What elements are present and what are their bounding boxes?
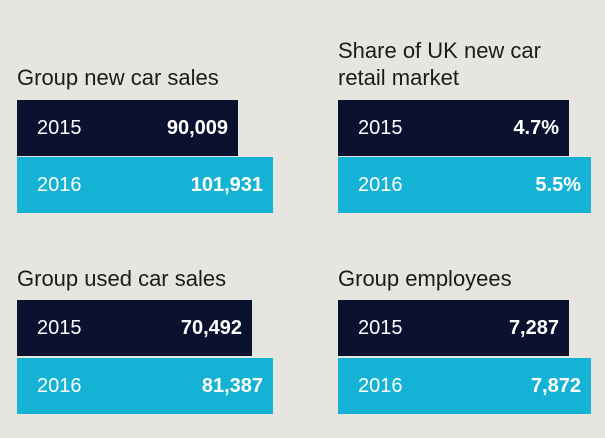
bar-value-label: 4.7% xyxy=(513,117,559,139)
bar-2016: 2016 101,931 xyxy=(17,157,273,213)
bar-value-label: 101,931 xyxy=(190,174,263,196)
panel-used-car-sales: Group used car sales 2015 70,492 2016 81… xyxy=(17,0,273,438)
bar-value-label: 81,387 xyxy=(201,375,263,397)
panel-title-line-1: Share of UK new car xyxy=(338,38,541,63)
panel-title: Group employees xyxy=(338,266,512,291)
bar-2015: 2015 7,287 xyxy=(338,300,569,356)
panel-market-share: Share of UK new car retail market 2015 4… xyxy=(338,0,591,215)
bar-year-label: 2015 xyxy=(358,317,403,339)
bar-value-label: 70,492 xyxy=(180,317,242,339)
panel-title: Group used car sales xyxy=(17,266,227,291)
bar-2015: 2015 90,009 xyxy=(17,100,238,156)
bar-year-label: 2015 xyxy=(358,117,403,139)
bar-2016: 2016 5.5% xyxy=(338,157,591,213)
bar-year-label: 2016 xyxy=(358,174,403,196)
bar-2015: 2015 4.7% xyxy=(338,100,569,156)
bar-year-label: 2015 xyxy=(37,317,82,339)
bar-year-label: 2016 xyxy=(37,375,82,397)
bar-2016: 2016 7,872 xyxy=(338,358,591,414)
bar-year-label: 2016 xyxy=(37,174,82,196)
bar-year-label: 2016 xyxy=(358,375,403,397)
bar-value-label: 90,009 xyxy=(166,117,228,139)
panel-employees: Group employees 2015 7,287 2016 7,872 xyxy=(338,0,591,438)
panel-title-line-2: retail market xyxy=(338,65,460,90)
bar-value-label: 7,872 xyxy=(530,375,581,397)
panel-title: Group new car sales xyxy=(17,65,219,90)
bar-value-label: 5.5% xyxy=(535,174,581,196)
bar-2015: 2015 70,492 xyxy=(17,300,252,356)
bar-year-label: 2015 xyxy=(37,117,82,139)
bar-2016: 2016 81,387 xyxy=(17,358,273,414)
bar-value-label: 7,287 xyxy=(508,317,559,339)
panel-new-car-sales: Group new car sales 2015 90,009 2016 101… xyxy=(17,0,273,215)
